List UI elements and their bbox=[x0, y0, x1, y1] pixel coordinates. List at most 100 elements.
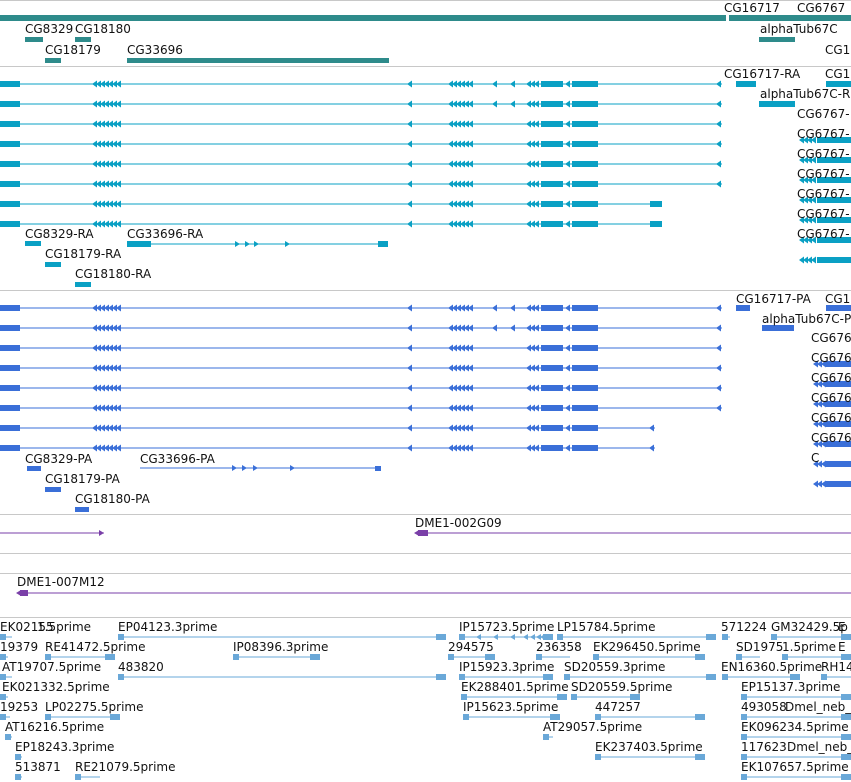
strand-arrow-left[interactable] bbox=[526, 444, 531, 452]
strand-arrow-left[interactable] bbox=[16, 754, 21, 760]
strand-arrow-left[interactable] bbox=[813, 460, 818, 468]
transcript-label[interactable]: CG18179-RA bbox=[45, 247, 122, 261]
strand-arrow-left[interactable] bbox=[464, 180, 469, 188]
polypeptide-exon[interactable] bbox=[541, 345, 563, 351]
strand-arrow-left[interactable] bbox=[476, 634, 481, 640]
est-label[interactable]: RE21079.5prime bbox=[75, 760, 176, 774]
polypeptide-label[interactable]: CG16717-PA bbox=[736, 292, 811, 306]
strand-arrow-left[interactable] bbox=[534, 120, 539, 128]
strand-arrow-left[interactable] bbox=[817, 440, 822, 448]
strand-arrow-left[interactable] bbox=[104, 424, 109, 432]
strand-arrow-left[interactable] bbox=[558, 634, 563, 640]
strand-arrow-left[interactable] bbox=[716, 404, 721, 412]
strand-arrow-left[interactable] bbox=[112, 364, 117, 372]
strand-arrow-left[interactable] bbox=[112, 444, 117, 452]
strand-arrow-left[interactable] bbox=[116, 424, 121, 432]
strand-arrow-left[interactable] bbox=[530, 444, 535, 452]
strand-arrow-left[interactable] bbox=[452, 180, 457, 188]
strand-arrow-left[interactable] bbox=[460, 424, 465, 432]
est-label[interactable]: SD20559.3prime bbox=[564, 660, 666, 674]
strand-arrow-left[interactable] bbox=[108, 344, 113, 352]
transcript-label[interactable]: alphaTub67C-R bbox=[760, 87, 851, 101]
polypeptide-exon[interactable] bbox=[541, 325, 563, 331]
transcript-label[interactable]: CG1 bbox=[825, 67, 851, 81]
transcript-exon[interactable] bbox=[541, 161, 563, 167]
strand-arrow-left[interactable] bbox=[448, 220, 453, 228]
strand-arrow-left[interactable] bbox=[565, 80, 570, 88]
strand-arrow-right[interactable] bbox=[285, 241, 290, 247]
strand-arrow-left[interactable] bbox=[448, 444, 453, 452]
strand-arrow-left[interactable] bbox=[96, 140, 101, 148]
strand-arrow-left[interactable] bbox=[813, 480, 818, 488]
strand-arrow-left[interactable] bbox=[448, 324, 453, 332]
polypeptide-exon[interactable] bbox=[572, 445, 598, 451]
polypeptide-label[interactable]: CG1 bbox=[825, 292, 851, 306]
strand-arrow-left[interactable] bbox=[821, 440, 826, 448]
track-separator[interactable] bbox=[0, 290, 851, 291]
polypeptide-label[interactable]: C bbox=[811, 451, 820, 465]
exon-box[interactable] bbox=[826, 81, 851, 87]
strand-arrow-left[interactable] bbox=[407, 180, 412, 188]
strand-arrow-left[interactable] bbox=[742, 714, 747, 720]
transcript-exon[interactable] bbox=[572, 101, 598, 107]
strand-arrow-left[interactable] bbox=[100, 344, 105, 352]
strand-arrow-left[interactable] bbox=[116, 160, 121, 168]
strand-arrow-left[interactable] bbox=[456, 200, 461, 208]
est-label[interactable]: IP08396.3prime bbox=[233, 640, 329, 654]
strand-arrow-left[interactable] bbox=[452, 304, 457, 312]
transcript-label[interactable]: CG6767- bbox=[797, 167, 850, 181]
strand-arrow-left[interactable] bbox=[456, 180, 461, 188]
strand-arrow-left[interactable] bbox=[530, 140, 535, 148]
strand-arrow-left[interactable] bbox=[799, 196, 804, 204]
strand-arrow-left[interactable] bbox=[534, 344, 539, 352]
strand-arrow-left[interactable] bbox=[534, 324, 539, 332]
strand-arrow-left[interactable] bbox=[112, 140, 117, 148]
strand-arrow-left[interactable] bbox=[530, 100, 535, 108]
transcript-label[interactable]: CG6767- bbox=[797, 187, 850, 201]
est-label[interactable]: 493058 bbox=[741, 700, 787, 714]
strand-arrow-left[interactable] bbox=[104, 344, 109, 352]
strand-arrow-left[interactable] bbox=[492, 304, 497, 312]
strand-arrow-left[interactable] bbox=[456, 140, 461, 148]
transcript-exon[interactable] bbox=[572, 81, 598, 87]
strand-arrow-left[interactable] bbox=[460, 674, 465, 680]
track-separator[interactable] bbox=[0, 617, 851, 618]
est-label[interactable]: EK288401.5prime bbox=[461, 680, 569, 694]
track-separator[interactable] bbox=[0, 66, 851, 67]
strand-arrow-left[interactable] bbox=[92, 200, 97, 208]
strand-arrow-left[interactable] bbox=[100, 140, 105, 148]
strand-arrow-left[interactable] bbox=[807, 236, 812, 244]
strand-arrow-left[interactable] bbox=[452, 444, 457, 452]
est-label[interactable]: 236358 bbox=[536, 640, 582, 654]
strand-arrow-left[interactable] bbox=[112, 180, 117, 188]
strand-arrow-left[interactable] bbox=[799, 136, 804, 144]
strand-arrow-left[interactable] bbox=[565, 384, 570, 392]
strand-arrow-left[interactable] bbox=[811, 256, 816, 264]
strand-arrow-left[interactable] bbox=[119, 634, 124, 640]
clone-label[interactable]: DME1-002G09 bbox=[415, 516, 502, 530]
strand-arrow-right[interactable] bbox=[290, 465, 295, 471]
polypeptide-exon[interactable] bbox=[572, 425, 598, 431]
strand-arrow-left[interactable] bbox=[799, 176, 804, 184]
est-label[interactable]: EK021332.5prime bbox=[2, 680, 110, 694]
est-block[interactable] bbox=[105, 654, 115, 660]
strand-arrow-left[interactable] bbox=[510, 324, 515, 332]
exon-box[interactable] bbox=[45, 487, 61, 492]
strand-arrow-left[interactable] bbox=[407, 80, 412, 88]
strand-arrow-left[interactable] bbox=[116, 444, 121, 452]
strand-arrow-left[interactable] bbox=[807, 136, 812, 144]
strand-arrow-left[interactable] bbox=[407, 384, 412, 392]
transcript-exon[interactable] bbox=[817, 137, 851, 143]
strand-arrow-left[interactable] bbox=[452, 384, 457, 392]
strand-arrow-left[interactable] bbox=[1, 714, 6, 720]
strand-arrow-left[interactable] bbox=[523, 634, 528, 640]
strand-arrow-left[interactable] bbox=[96, 120, 101, 128]
polypeptide-exon[interactable] bbox=[541, 405, 563, 411]
polypeptide-exon[interactable] bbox=[826, 381, 851, 387]
transcript-exon[interactable] bbox=[572, 181, 598, 187]
est-label[interactable]: LP15784.5prime bbox=[557, 620, 656, 634]
strand-arrow-left[interactable] bbox=[803, 236, 808, 244]
strand-arrow-left[interactable] bbox=[96, 344, 101, 352]
strand-arrow-left[interactable] bbox=[452, 120, 457, 128]
strand-arrow-left[interactable] bbox=[92, 344, 97, 352]
